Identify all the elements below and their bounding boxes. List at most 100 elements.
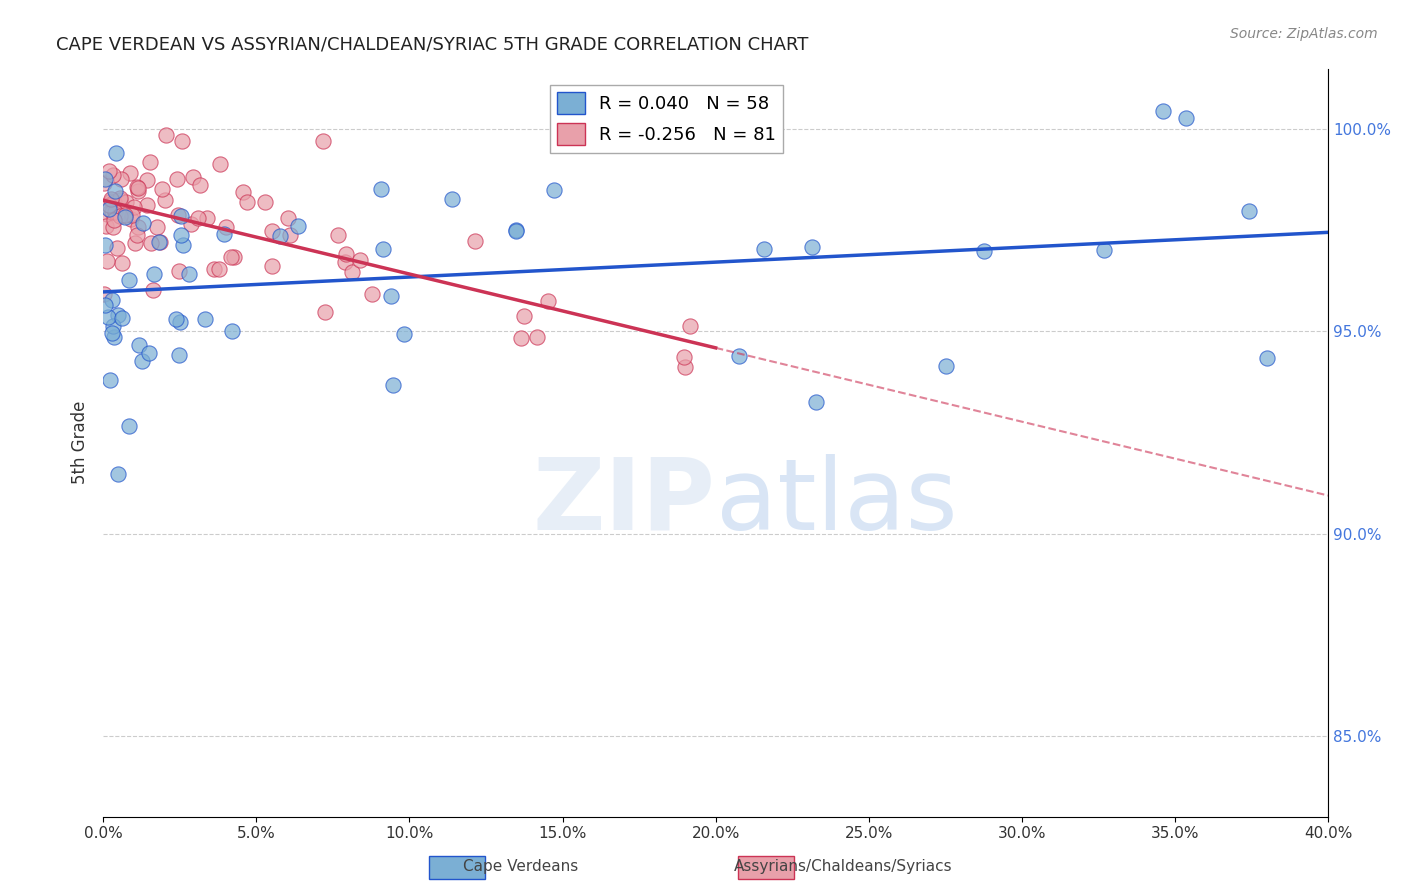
- Point: [340, 265, 363, 279]
- Point: [117, 419, 139, 434]
- Point: [222, 250, 245, 264]
- Point: [312, 134, 335, 148]
- Point: [219, 251, 242, 265]
- Point: [103, 213, 125, 227]
- Point: [100, 192, 122, 206]
- Point: [111, 311, 134, 326]
- Point: [208, 262, 231, 277]
- Point: [107, 467, 129, 481]
- Point: [215, 219, 238, 234]
- Point: [935, 359, 957, 374]
- Point: [108, 191, 131, 205]
- Point: [118, 166, 141, 180]
- Point: [537, 293, 560, 308]
- Point: [114, 194, 136, 209]
- Point: [125, 179, 148, 194]
- Point: [505, 224, 527, 238]
- Point: [145, 220, 167, 235]
- Point: [167, 264, 190, 278]
- Y-axis label: 5th Grade: 5th Grade: [72, 401, 89, 484]
- Point: [679, 318, 702, 333]
- Point: [127, 219, 149, 234]
- Point: [105, 145, 128, 160]
- Text: CAPE VERDEAN VS ASSYRIAN/CHALDEAN/SYRIAC 5TH GRADE CORRELATION CHART: CAPE VERDEAN VS ASSYRIAN/CHALDEAN/SYRIAC…: [56, 36, 808, 54]
- Point: [111, 256, 134, 270]
- Point: [170, 134, 193, 148]
- Point: [221, 324, 243, 338]
- Point: [98, 202, 121, 216]
- Point: [188, 178, 211, 192]
- Point: [1174, 111, 1197, 125]
- Point: [287, 219, 309, 233]
- Point: [314, 305, 336, 319]
- Point: [121, 208, 143, 222]
- Point: [96, 254, 118, 268]
- Point: [180, 217, 202, 231]
- Point: [149, 235, 172, 249]
- Point: [973, 244, 995, 258]
- Point: [101, 205, 124, 219]
- Point: [165, 312, 187, 326]
- Point: [103, 184, 125, 198]
- Point: [153, 194, 176, 208]
- Point: [143, 267, 166, 281]
- Point: [93, 172, 115, 186]
- Point: [262, 259, 284, 273]
- Point: [107, 308, 129, 322]
- Point: [127, 181, 149, 195]
- Point: [93, 298, 115, 312]
- Text: Source: ZipAtlas.com: Source: ZipAtlas.com: [1230, 27, 1378, 41]
- Point: [672, 350, 695, 364]
- Point: [277, 211, 299, 226]
- Point: [195, 211, 218, 226]
- Legend: R = 0.040   N = 58, R = -0.256   N = 81: R = 0.040 N = 58, R = -0.256 N = 81: [550, 85, 783, 153]
- Text: Cape Verdeans: Cape Verdeans: [463, 859, 578, 874]
- Point: [260, 224, 283, 238]
- Point: [167, 348, 190, 362]
- Point: [108, 209, 131, 223]
- Point: [1092, 243, 1115, 257]
- Point: [127, 228, 149, 243]
- Point: [512, 310, 534, 324]
- Point: [148, 235, 170, 249]
- Point: [177, 267, 200, 281]
- Point: [170, 209, 193, 223]
- Point: [801, 239, 824, 253]
- Point: [253, 194, 276, 209]
- Point: [150, 181, 173, 195]
- Point: [464, 235, 486, 249]
- Point: [114, 210, 136, 224]
- Point: [142, 284, 165, 298]
- Point: [335, 254, 357, 268]
- Point: [93, 287, 115, 301]
- Point: [510, 331, 533, 345]
- Point: [100, 194, 122, 208]
- Point: [141, 236, 163, 251]
- Point: [114, 209, 136, 223]
- Point: [135, 172, 157, 186]
- Point: [1256, 351, 1278, 365]
- Point: [98, 164, 121, 178]
- Point: [101, 318, 124, 333]
- Point: [752, 243, 775, 257]
- Text: Assyrians/Chaldeans/Syriacs: Assyrians/Chaldeans/Syriacs: [734, 859, 953, 874]
- Point: [103, 220, 125, 235]
- Point: [105, 241, 128, 255]
- Point: [236, 195, 259, 210]
- Point: [136, 197, 159, 211]
- Point: [166, 172, 188, 186]
- Point: [97, 198, 120, 212]
- Point: [103, 194, 125, 209]
- Point: [118, 272, 141, 286]
- Point: [138, 345, 160, 359]
- Point: [380, 289, 402, 303]
- Point: [124, 235, 146, 250]
- Point: [370, 182, 392, 196]
- Point: [441, 192, 464, 206]
- Point: [543, 183, 565, 197]
- Point: [97, 310, 120, 324]
- Point: [120, 211, 142, 226]
- Point: [104, 204, 127, 219]
- Point: [373, 242, 395, 256]
- Point: [170, 228, 193, 243]
